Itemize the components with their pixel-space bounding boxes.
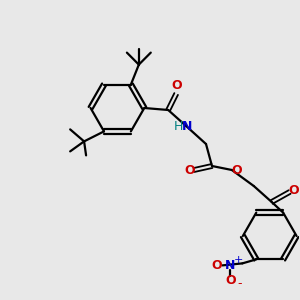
Text: H: H <box>173 121 183 134</box>
Text: O: O <box>232 164 242 176</box>
Text: O: O <box>211 259 222 272</box>
Text: +: + <box>234 255 243 266</box>
Text: -: - <box>237 277 242 290</box>
Text: N: N <box>225 259 236 272</box>
Text: N: N <box>182 121 192 134</box>
Text: O: O <box>225 274 236 287</box>
Text: O: O <box>172 79 182 92</box>
Text: O: O <box>288 184 299 196</box>
Text: O: O <box>185 164 195 178</box>
